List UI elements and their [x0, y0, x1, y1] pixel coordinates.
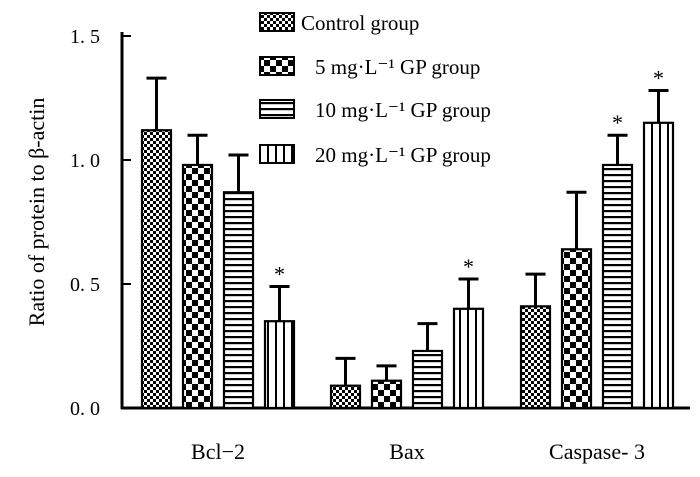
bar: [140, 129, 173, 410]
significance-mark: *: [612, 110, 623, 135]
bar: [329, 384, 362, 410]
bar: [601, 163, 634, 410]
bar: [263, 320, 296, 410]
axes: 0. 0 0. 5 1. 0 1. 5: [70, 26, 690, 420]
y-axis-label: Ratio of protein to β-actin: [24, 98, 49, 327]
legend-swatch: [259, 56, 295, 76]
x-tick-label: Bcl−2: [191, 439, 245, 464]
y-tick-label: 1. 0: [70, 150, 100, 172]
y-tick-label: 1. 5: [70, 26, 100, 48]
bar: [411, 349, 444, 410]
y-tick-label: 0. 0: [70, 398, 100, 420]
bar: [560, 248, 593, 410]
bar: [452, 307, 485, 410]
legend-label: Control group: [301, 11, 419, 35]
significance-mark: *: [653, 66, 664, 91]
bar: [519, 305, 552, 410]
significance-mark: *: [463, 254, 474, 279]
x-tick-label: Caspase- 3: [549, 439, 645, 464]
bar: [370, 379, 403, 410]
legend-label: 10 mg·L⁻¹ GP group: [315, 98, 491, 122]
y-tick-label: 0. 5: [70, 274, 100, 296]
x-tick-label: Bax: [389, 439, 424, 464]
significance-mark: *: [274, 261, 285, 286]
legend-swatch: [259, 144, 295, 164]
legend-label: 5 mg·L⁻¹ GP group: [315, 55, 480, 79]
legend-label: 20 mg·L⁻¹ GP group: [315, 143, 491, 167]
legend-swatch: [259, 12, 295, 32]
bar: [642, 121, 675, 410]
legend: Control group 5 mg·L⁻¹ GP group 10 mg·L⁻¹ …: [259, 11, 491, 167]
bar: [222, 191, 255, 410]
legend-swatch: [259, 99, 295, 119]
bar: [181, 163, 214, 410]
x-tick-labels: Bcl−2 Bax Caspase- 3: [191, 439, 645, 464]
bars: * * * *: [140, 66, 675, 410]
